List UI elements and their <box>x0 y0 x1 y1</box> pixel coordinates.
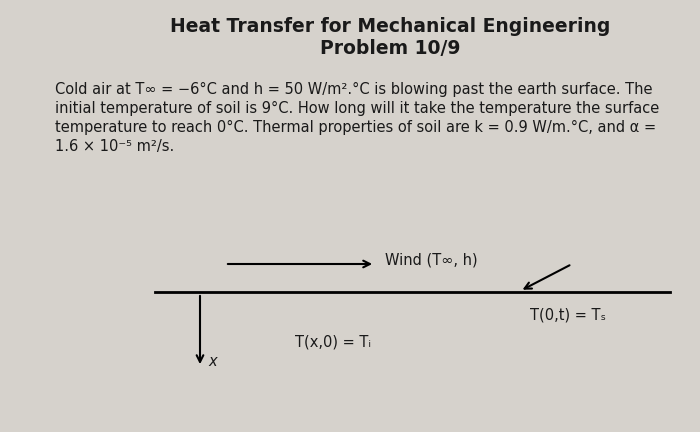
Text: initial temperature of soil is 9°C. How long will it take the temperature the su: initial temperature of soil is 9°C. How … <box>55 101 659 116</box>
Text: T(x,0) = Tᵢ: T(x,0) = Tᵢ <box>295 334 371 349</box>
Text: T(0,t) = Tₛ: T(0,t) = Tₛ <box>530 307 606 322</box>
Text: Problem 10/9: Problem 10/9 <box>320 39 461 58</box>
Text: Cold air at T∞ = −6°C and h = 50 W/m².°C is blowing past the earth surface. The: Cold air at T∞ = −6°C and h = 50 W/m².°C… <box>55 82 652 97</box>
Text: Heat Transfer for Mechanical Engineering: Heat Transfer for Mechanical Engineering <box>170 17 610 36</box>
Text: temperature to reach 0°C. Thermal properties of soil are k = 0.9 W/m.°C, and α =: temperature to reach 0°C. Thermal proper… <box>55 120 656 135</box>
Text: 1.6 × 10⁻⁵ m²/s.: 1.6 × 10⁻⁵ m²/s. <box>55 139 174 154</box>
Text: x: x <box>208 355 216 369</box>
Text: Wind (T∞, h): Wind (T∞, h) <box>385 252 477 267</box>
